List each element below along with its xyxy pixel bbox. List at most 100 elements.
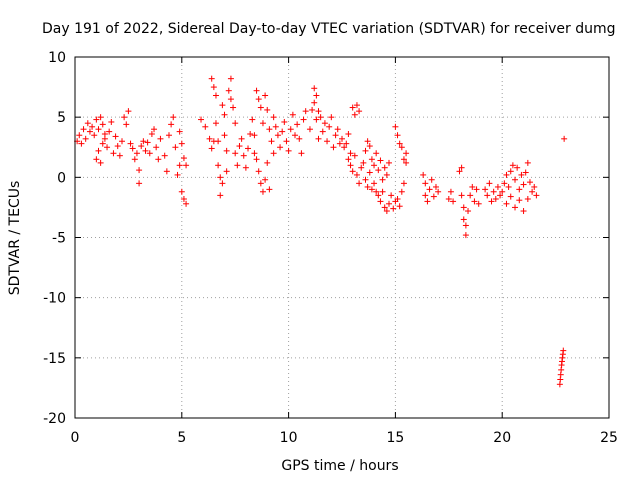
data-point: [324, 138, 331, 145]
data-point: [531, 183, 538, 190]
data-point: [131, 156, 138, 163]
data-point: [366, 169, 373, 176]
data-point: [460, 216, 467, 223]
data-point: [161, 152, 168, 159]
data-point: [93, 156, 100, 163]
y-tick-label: 10: [48, 50, 66, 66]
data-point: [292, 132, 299, 139]
grid: [75, 57, 609, 418]
data-point: [212, 92, 219, 99]
data-point: [289, 111, 296, 118]
data-point: [394, 195, 401, 202]
data-point: [270, 150, 277, 157]
data-point: [345, 131, 352, 138]
data-point: [366, 143, 373, 150]
data-point: [91, 132, 98, 139]
data-point: [153, 144, 160, 151]
data-point: [97, 114, 104, 121]
data-point: [208, 145, 215, 152]
data-point: [227, 75, 234, 82]
data-point: [371, 162, 378, 169]
data-point: [104, 144, 111, 151]
data-point: [283, 138, 290, 145]
data-point: [507, 193, 514, 200]
data-point: [422, 180, 429, 187]
data-point: [86, 128, 93, 135]
data-point: [390, 205, 397, 212]
data-point: [334, 126, 341, 133]
data-point: [268, 138, 275, 145]
data-point: [84, 120, 91, 127]
data-point: [221, 111, 228, 118]
data-point: [129, 145, 136, 152]
data-point: [317, 114, 324, 121]
data-point: [561, 135, 568, 142]
data-point: [330, 144, 337, 151]
data-point: [353, 102, 360, 109]
data-point: [217, 174, 224, 181]
data-point: [255, 96, 262, 103]
data-point: [178, 188, 185, 195]
data-point: [343, 140, 350, 147]
data-point: [313, 92, 320, 99]
data-point: [432, 183, 439, 190]
data-point: [499, 188, 506, 195]
data-point: [422, 192, 429, 199]
data-point: [266, 126, 273, 133]
data-point: [127, 140, 134, 147]
data-point: [377, 157, 384, 164]
data-point: [215, 138, 222, 145]
data-point: [497, 192, 504, 199]
data-point: [512, 204, 519, 211]
data-point: [462, 232, 469, 239]
data-point: [430, 193, 437, 200]
data-point: [215, 162, 222, 169]
data-point: [155, 156, 162, 163]
data-point: [123, 121, 130, 128]
data-point: [202, 123, 209, 130]
chart-title: Day 191 of 2022, Sidereal Day-to-day VTE…: [42, 21, 616, 37]
data-point: [183, 162, 190, 169]
data-point: [309, 106, 316, 113]
x-tick-label: 15: [386, 430, 404, 446]
data-point: [375, 192, 382, 199]
data-point: [349, 168, 356, 175]
data-point: [101, 135, 108, 142]
data-point: [560, 347, 567, 354]
data-point: [490, 188, 497, 195]
data-point: [219, 102, 226, 109]
x-axis-ticks: 0 5 10 15 20 25: [71, 57, 618, 446]
data-point: [458, 192, 465, 199]
data-point: [140, 138, 147, 145]
data-point: [78, 140, 85, 147]
data-point: [311, 99, 318, 106]
data-point: [424, 198, 431, 205]
data-point: [76, 132, 83, 139]
x-tick-label: 0: [71, 430, 80, 446]
data-point: [375, 167, 382, 174]
data-point: [460, 204, 467, 211]
data-point: [183, 200, 190, 207]
data-point: [262, 176, 269, 183]
data-point: [388, 192, 395, 199]
data-point: [351, 152, 358, 159]
data-point: [321, 120, 328, 127]
data-point: [362, 176, 369, 183]
data-point: [112, 133, 119, 140]
data-point: [99, 140, 106, 147]
data-point: [227, 96, 234, 103]
data-point: [110, 150, 117, 157]
data-point: [458, 164, 465, 171]
data-point: [225, 87, 232, 94]
data-point: [136, 180, 143, 187]
data-point: [178, 140, 185, 147]
data-point: [315, 108, 322, 115]
data-series-sdtvar: [74, 75, 568, 388]
data-point: [138, 143, 145, 150]
data-point: [148, 131, 155, 138]
data-point: [362, 147, 369, 154]
data-point: [465, 208, 472, 215]
data-point: [298, 150, 305, 157]
data-point: [172, 144, 179, 151]
data-point: [533, 192, 540, 199]
